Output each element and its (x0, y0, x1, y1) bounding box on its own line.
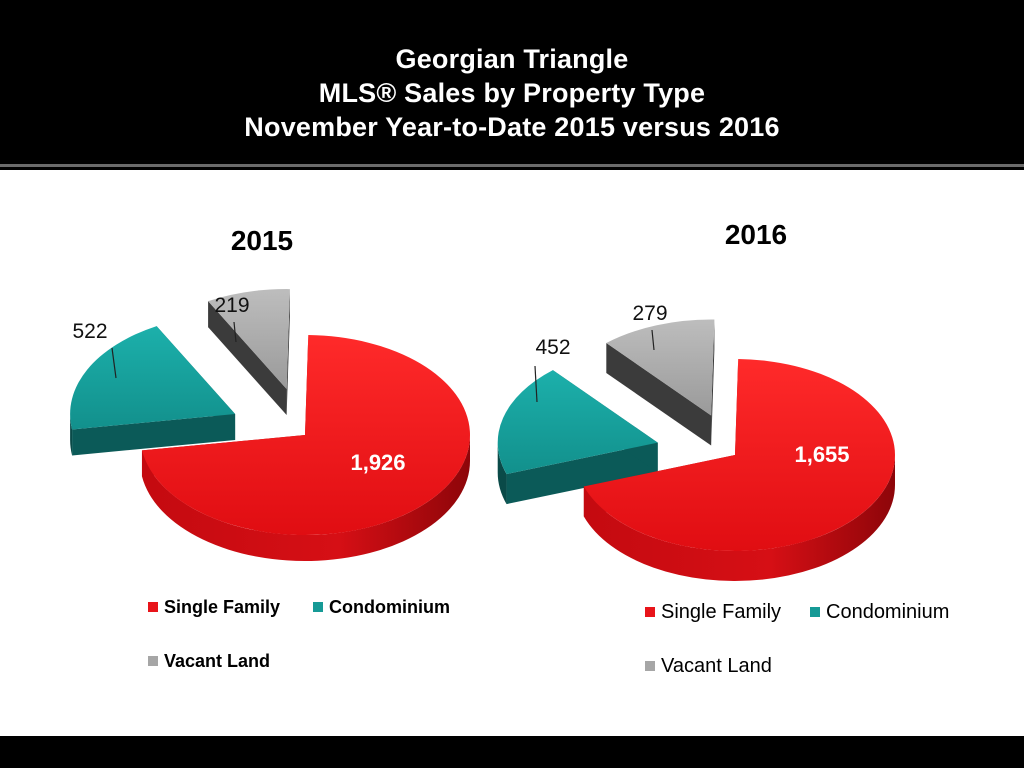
slice-vacant-land-2015 (208, 289, 290, 416)
legend-swatch-single-family (148, 602, 158, 612)
pie-charts: 2015 1,926 522 219 Single Family Condominiu… (70, 219, 949, 677)
leader-line-vacant-land-2016 (651, 329, 655, 351)
legend-swatch-condominium (313, 602, 323, 612)
slide-header: Georgian Triangle MLS® Sales by Property… (0, 0, 1024, 160)
legend-label-single-family: Single Family (661, 601, 781, 623)
chart-title-2015: 2015 (231, 225, 293, 256)
slice-condominium-2016 (497, 370, 658, 505)
leader-line-condominium-2015 (111, 347, 117, 379)
legend-label-vacant-land: Vacant Land (661, 655, 772, 677)
legend-label-condominium: Condominium (329, 597, 450, 617)
leader-line-vacant-land-2015 (233, 321, 237, 343)
legend-item-single-family-2015: Single Family (148, 597, 280, 617)
leader-line-condominium-2016 (534, 365, 538, 403)
slide-title-line-1: Georgian Triangle (395, 44, 629, 74)
legend-swatch-vacant-land (645, 661, 655, 671)
data-label-condominium-2015: 522 (72, 320, 107, 343)
chart-panel: 2015 1,926 522 219 Single Family Condominiu… (0, 170, 1024, 736)
legend-item-vacant-land-2016: Vacant Land (645, 655, 772, 677)
data-label-vacant-land-2015: 219 (214, 294, 249, 317)
slice-single-family-2016 (583, 359, 895, 581)
legend-item-single-family-2016: Single Family (645, 601, 781, 623)
legend-swatch-single-family (645, 607, 655, 617)
legend-item-condominium-2016: Condominium (810, 601, 949, 623)
data-label-vacant-land-2016: 279 (632, 302, 667, 325)
slide-title-line-3: November Year-to-Date 2015 versus 2016 (244, 112, 780, 142)
data-label-single-family-2015: 1,926 (350, 450, 405, 475)
header-divider (0, 164, 1024, 167)
pie-chart-2015: 2015 1,926 522 219 Single Family Condominiu… (70, 225, 470, 671)
slide-title-line-2: MLS® Sales by Property Type (318, 78, 706, 108)
data-label-single-family-2016: 1,655 (794, 442, 849, 467)
slide-footer-band (0, 736, 1024, 768)
legend-item-vacant-land-2015: Vacant Land (148, 651, 270, 671)
legend-item-condominium-2015: Condominium (313, 597, 450, 617)
slice-single-family-2015 (141, 335, 470, 561)
pie-chart-2016: 2016 1,655 452 279 Single Family Condominiu… (497, 219, 949, 677)
legend-label-vacant-land: Vacant Land (164, 651, 270, 671)
legend-swatch-vacant-land (148, 656, 158, 666)
data-label-condominium-2016: 452 (535, 336, 570, 359)
legend-label-single-family: Single Family (164, 597, 280, 617)
chart-title-2016: 2016 (725, 219, 787, 250)
legend-label-condominium: Condominium (826, 601, 949, 623)
slice-vacant-land-2016 (606, 319, 715, 446)
legend-swatch-condominium (810, 607, 820, 617)
slice-condominium-2015 (70, 326, 236, 456)
